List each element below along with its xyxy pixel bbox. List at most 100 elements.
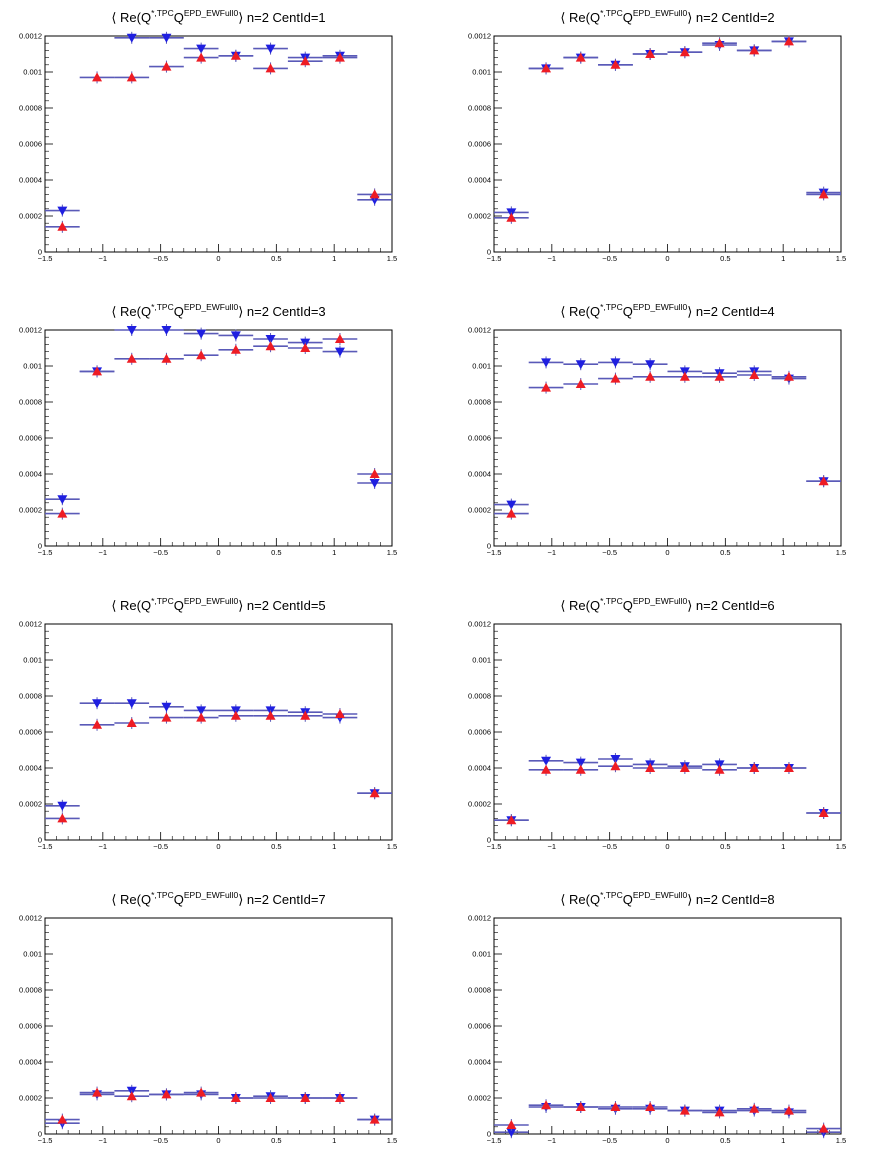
plot-frame (44, 623, 393, 841)
data-point-triangle-down (196, 44, 207, 54)
plot-frame (44, 35, 393, 253)
y-tick-label: 0.001 (472, 362, 491, 371)
x-tick-label: 0 (216, 254, 220, 263)
title-re: Re(Q (116, 304, 151, 319)
data-point-triangle-up (783, 371, 794, 381)
y-tick-label: 0.0006 (468, 1022, 491, 1031)
title-sup2: EPD_EWFull0 (633, 302, 688, 312)
x-tick-label: 0 (665, 548, 669, 557)
x-tick-label: 0.5 (720, 842, 730, 851)
data-point-triangle-down (265, 335, 276, 344)
data-point-triangle-up (265, 341, 276, 351)
title-q: Q (623, 892, 633, 907)
x-tick-label: −1.5 (38, 548, 53, 557)
data-point-triangle-up (92, 72, 103, 82)
y-tick-label: 0 (487, 248, 491, 257)
y-tick-label: 0.0012 (468, 620, 491, 629)
x-tick-label: 1.5 (387, 842, 397, 851)
title-q: Q (623, 10, 633, 25)
data-point-triangle-up (57, 813, 68, 823)
data-point-triangle-up (92, 1087, 103, 1097)
data-point-triangle-up (265, 63, 276, 73)
title-sup2: EPD_EWFull0 (184, 596, 239, 606)
y-tick-label: 0.0002 (19, 212, 42, 221)
y-tick-label: 0 (38, 1130, 42, 1139)
title-tail: n=2 CentId=8 (692, 892, 774, 907)
data-point-triangle-down (575, 758, 586, 768)
x-tick-label: 1.5 (836, 548, 846, 557)
x-tick-label: −1 (99, 842, 108, 851)
series-triangle-up (494, 1099, 841, 1135)
y-tick-label: 0.001 (23, 656, 42, 665)
y-tick-label: 0.0004 (468, 1058, 491, 1067)
title-sup2: EPD_EWFull0 (633, 890, 688, 900)
data-point-triangle-up (610, 59, 621, 69)
title-open: ⟨ (111, 598, 116, 613)
chart-panel-7: ⟨ Re(Q*,TPCQEPD_EWFull0⟩ n=2 CentId=7 0 0.… (19, 890, 397, 1145)
title-open: ⟨ (111, 892, 116, 907)
title-re: Re(Q (116, 598, 151, 613)
title-tail: n=2 CentId=2 (692, 10, 774, 25)
x-tick-label: −0.5 (602, 842, 617, 851)
title-sup2: EPD_EWFull0 (184, 8, 239, 18)
x-tick-label: −1.5 (487, 548, 502, 557)
data-point-triangle-down (126, 326, 137, 335)
x-tick-label: 1 (781, 842, 785, 851)
y-tick-label: 0.0008 (468, 986, 491, 995)
data-point-triangle-down (161, 33, 172, 43)
x-tick-label: 0.5 (720, 548, 730, 557)
panel-title: ⟨ Re(Q*,TPCQEPD_EWFull0⟩ n=2 CentId=6 (560, 596, 774, 613)
data-point-triangle-up (714, 764, 725, 774)
data-point-triangle-up (300, 56, 311, 66)
title-q: Q (174, 892, 184, 907)
y-tick-label: 0.001 (23, 950, 42, 959)
plot-frame (493, 623, 842, 841)
y-tick-label: 0.0008 (468, 398, 491, 407)
title-sup1: *,TPC (151, 302, 174, 312)
title-open: ⟨ (111, 304, 116, 319)
x-tick-label: 0 (216, 548, 220, 557)
data-point-triangle-down (610, 358, 621, 368)
panel-title: ⟨ Re(Q*,TPCQEPD_EWFull0⟩ n=2 CentId=7 (111, 890, 325, 907)
y-tick-label: 0.0004 (19, 764, 42, 773)
data-point-triangle-up (265, 1093, 276, 1102)
panel-title: ⟨ Re(Q*,TPCQEPD_EWFull0⟩ n=2 CentId=4 (560, 302, 774, 319)
data-point-triangle-up (679, 1105, 690, 1115)
y-tick-label: 0.0002 (19, 800, 42, 809)
data-point-triangle-up (92, 719, 103, 729)
y-tick-label: 0.0002 (468, 1094, 491, 1103)
y-tick-label: 0 (38, 248, 42, 257)
series-triangle-up (494, 35, 841, 224)
x-tick-label: 1 (781, 548, 785, 557)
data-point-triangle-down (57, 206, 68, 216)
y-tick-label: 0.001 (23, 362, 42, 371)
y-tick-label: 0.0008 (468, 692, 491, 701)
chart-panel-1: ⟨ Re(Q*,TPCQEPD_EWFull0⟩ n=2 CentId=1 0 0.… (19, 8, 397, 263)
data-point-triangle-up (541, 382, 552, 392)
title-tail: n=2 CentId=3 (243, 304, 325, 319)
y-tick-label: 0.0006 (19, 728, 42, 737)
data-point-triangle-up (230, 1093, 241, 1102)
title-tail: n=2 CentId=7 (243, 892, 325, 907)
y-tick-label: 0.0006 (468, 434, 491, 443)
data-point-triangle-down (126, 33, 137, 43)
y-tick-label: 0.0004 (468, 176, 491, 185)
data-point-triangle-up (196, 712, 207, 722)
title-sup1: *,TPC (151, 890, 174, 900)
data-point-triangle-up (610, 1102, 621, 1111)
y-tick-label: 0.0002 (468, 800, 491, 809)
data-point-triangle-down (369, 479, 380, 488)
data-point-triangle-down (575, 360, 586, 370)
data-point-triangle-up (575, 764, 586, 774)
data-point-triangle-up (126, 1091, 137, 1101)
chart-panel-5: ⟨ Re(Q*,TPCQEPD_EWFull0⟩ n=2 CentId=5 0 0.… (19, 596, 397, 851)
y-tick-label: 0.0004 (468, 764, 491, 773)
x-tick-label: −1.5 (487, 842, 502, 851)
title-q: Q (174, 304, 184, 319)
data-point-triangle-up (645, 763, 656, 772)
title-re: Re(Q (565, 892, 600, 907)
title-open: ⟨ (560, 304, 565, 319)
x-tick-label: −0.5 (153, 548, 168, 557)
title-q: Q (174, 598, 184, 613)
x-tick-label: 0 (665, 842, 669, 851)
